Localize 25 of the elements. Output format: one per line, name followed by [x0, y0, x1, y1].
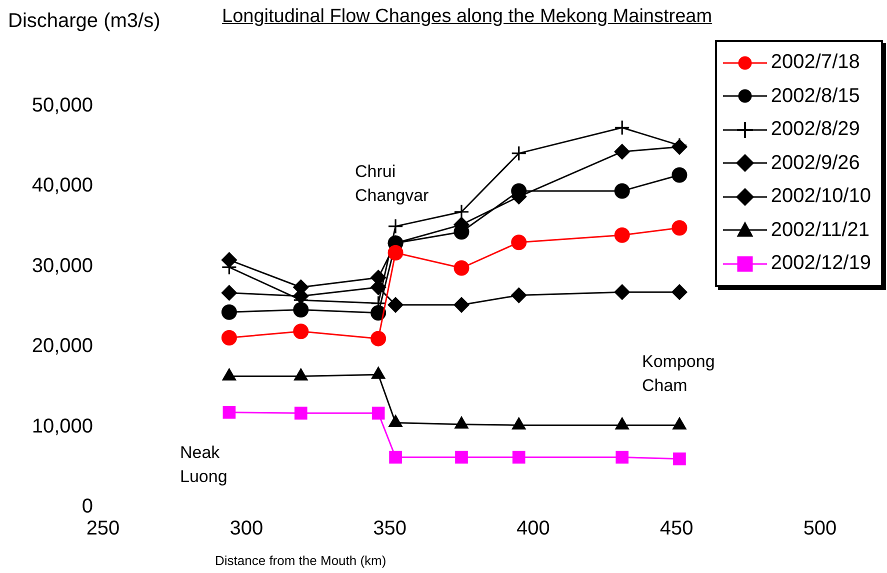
legend-label: 2002/10/10 [770, 185, 871, 208]
y-tick-label: 40,000 [32, 174, 93, 197]
y-tick-label: 10,000 [32, 415, 93, 438]
x-tick-label: 300 [230, 518, 264, 540]
x-tick-label: 350 [373, 518, 406, 540]
annotation: Chrui Changvar [355, 161, 429, 207]
x-tick-label: 400 [516, 518, 550, 540]
y-tick-label: 50,000 [32, 94, 93, 117]
y-axis-title: Discharge (m3/s) [8, 10, 160, 33]
legend-label: 2002/9/26 [770, 152, 860, 175]
legend-label: 2002/11/21 [770, 218, 870, 242]
x-tick-label: 500 [803, 518, 837, 540]
legend-label: 2002/8/15 [770, 84, 860, 108]
legend-label: 2002/12/19 [770, 252, 871, 276]
annotation: Kompong Cham [642, 351, 715, 397]
y-tick-label: 0 [82, 496, 93, 518]
legend-label: 2002/8/29 [770, 118, 860, 142]
chart-title: Longitudinal Flow Changes along the Mekong Mainstream [222, 6, 712, 28]
annotation: Neak Luong [180, 442, 228, 488]
y-tick-label: 20,000 [32, 335, 93, 358]
x-tick-label: 250 [86, 518, 120, 540]
x-tick-label: 450 [660, 518, 694, 540]
x-axis-title: Distance from the Mouth (km) [215, 553, 386, 568]
y-tick-label: 30,000 [32, 254, 93, 277]
legend-label: 2002/7/18 [770, 51, 860, 74]
